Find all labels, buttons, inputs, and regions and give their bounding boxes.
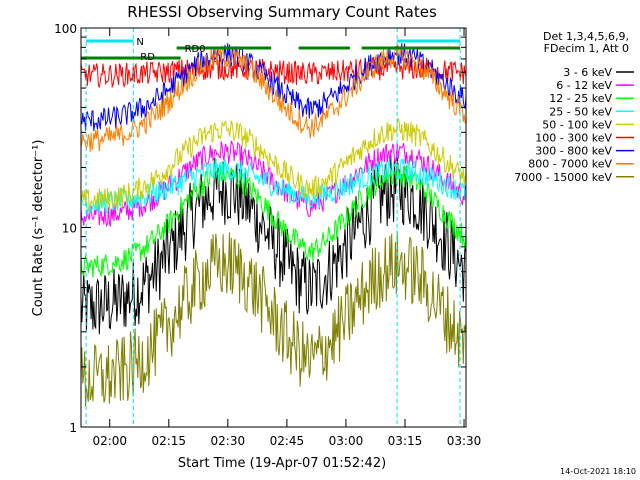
x-tick-label: 02:30 <box>211 434 246 448</box>
legend-label: 25 - 50 keV <box>549 105 612 118</box>
x-tick-label: 02:15 <box>151 434 186 448</box>
y-axis: 1 10 100 <box>54 22 466 435</box>
series-line <box>80 55 467 89</box>
series-line <box>80 44 467 153</box>
legend: Det 1,3,4,5,6,9, FDecim 1, Att 0 3 - 6 k… <box>514 30 634 184</box>
x-axis-label: Start Time (19-Apr-07 01:52:42) <box>178 456 386 471</box>
series-line <box>80 117 467 211</box>
series-line <box>80 158 467 215</box>
annotation-label: N <box>136 37 143 48</box>
legend-header-line-2: FDecim 1, Att 0 <box>544 42 629 55</box>
series-8 <box>80 230 467 407</box>
x-tick-label: 02:00 <box>92 434 127 448</box>
legend-label: 300 - 800 keV <box>535 145 612 158</box>
y-tick-label: 100 <box>54 22 77 36</box>
series-2 <box>80 163 467 278</box>
x-tick-label: 02:45 <box>270 434 305 448</box>
y-tick-label: 10 <box>62 222 77 236</box>
series-line <box>80 154 467 335</box>
series-5 <box>80 55 467 89</box>
series-6 <box>80 43 467 131</box>
series-line <box>80 163 467 278</box>
annotation-label: RD <box>140 52 155 63</box>
y-tick-label: 1 <box>69 421 77 435</box>
legend-label: 7000 - 15000 keV <box>514 171 612 184</box>
series-1 <box>80 140 467 228</box>
generation-timestamp: 14-Oct-2021 18:10 <box>560 467 636 476</box>
legend-label: 3 - 6 keV <box>563 66 612 79</box>
legend-label: 50 - 100 keV <box>542 118 612 131</box>
y-axis-label: Count Rate (s⁻¹ detector⁻¹) <box>31 140 46 317</box>
legend-label: 800 - 7000 keV <box>528 158 612 171</box>
legend-label: 100 - 300 keV <box>535 132 612 145</box>
series-line <box>80 230 467 407</box>
x-tick-label: 03:00 <box>329 434 364 448</box>
legend-header-line-1: Det 1,3,4,5,6,9, <box>543 30 629 43</box>
x-tick-label: 03:15 <box>388 434 423 448</box>
series-line <box>80 43 467 131</box>
chart-title: RHESSI Observing Summary Count Rates <box>127 3 437 21</box>
x-tick-label: 03:30 <box>447 434 482 448</box>
x-axis: 02:00 02:15 02:30 02:45 03:00 03:15 03:30 <box>92 28 481 448</box>
series-0 <box>80 154 467 335</box>
series-3 <box>80 158 467 215</box>
series-7 <box>80 44 467 153</box>
series-4 <box>80 117 467 211</box>
plot-area: N RD RD0 <box>80 28 467 427</box>
legend-label: 12 - 25 keV <box>549 92 612 105</box>
legend-label: 6 - 12 keV <box>556 79 612 92</box>
annotation-label: RD0 <box>185 44 206 55</box>
series-line <box>80 140 467 228</box>
